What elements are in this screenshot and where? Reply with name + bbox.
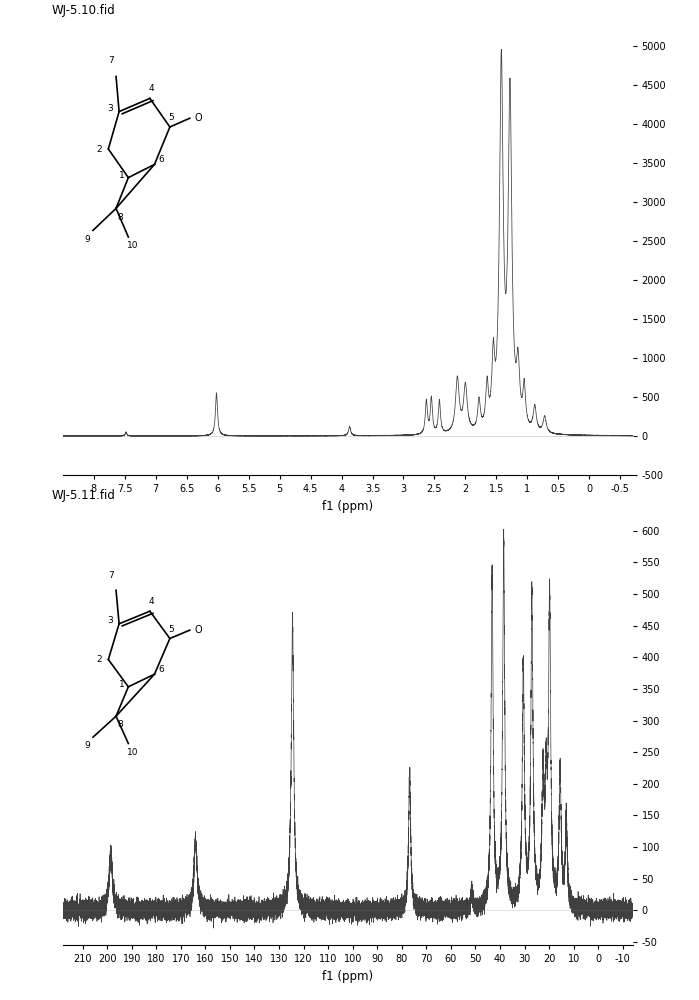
- Text: 9: 9: [84, 235, 89, 244]
- X-axis label: f1 (ppm): f1 (ppm): [322, 500, 373, 513]
- Text: 1: 1: [120, 171, 125, 180]
- Text: 2: 2: [96, 655, 102, 664]
- Text: 7: 7: [108, 56, 115, 65]
- Text: 6: 6: [159, 666, 164, 674]
- Text: 9: 9: [84, 741, 89, 750]
- Text: WJ-5.10.fid: WJ-5.10.fid: [52, 4, 115, 17]
- Text: 5: 5: [168, 625, 174, 634]
- Text: 6: 6: [159, 155, 164, 164]
- Text: 4: 4: [149, 84, 154, 93]
- Text: O: O: [194, 625, 202, 635]
- X-axis label: f1 (ppm): f1 (ppm): [322, 970, 373, 983]
- Text: O: O: [194, 113, 202, 123]
- Text: 10: 10: [127, 241, 138, 250]
- Text: 2: 2: [96, 144, 102, 153]
- Text: 3: 3: [108, 104, 113, 113]
- Text: 8: 8: [117, 213, 124, 222]
- Text: 7: 7: [108, 571, 115, 580]
- Text: 1: 1: [120, 680, 125, 689]
- Text: WJ-5.11.fid: WJ-5.11.fid: [52, 489, 115, 502]
- Text: 8: 8: [117, 720, 124, 729]
- Text: 5: 5: [168, 113, 174, 122]
- Text: 3: 3: [108, 616, 113, 625]
- Text: 4: 4: [149, 597, 154, 606]
- Text: 10: 10: [127, 748, 138, 757]
